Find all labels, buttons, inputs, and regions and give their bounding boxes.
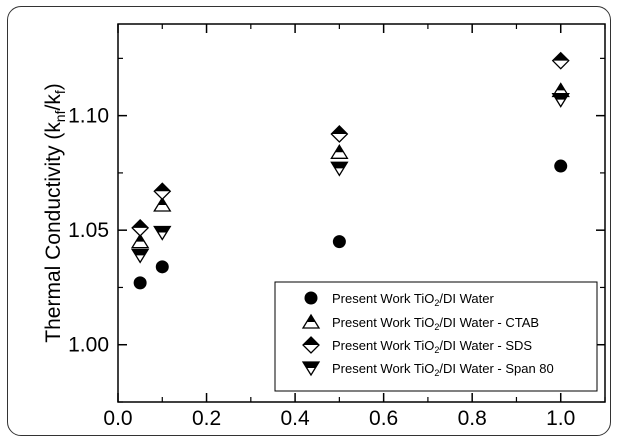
data-point-series-1 — [133, 276, 147, 290]
legend: Present Work TiO2/DI Water Present Work T… — [274, 281, 598, 392]
legend-label-1: Present Work TiO2/DI Water — [332, 291, 494, 308]
legend-marker-4 — [301, 361, 321, 377]
x-tick-label: 0.8 — [458, 407, 487, 428]
y-tick-label: 1.10 — [68, 105, 109, 128]
legend-label-2: Present Work TiO2/DI Water - CTAB — [332, 315, 539, 332]
data-point-series-2 — [130, 233, 150, 249]
data-point-series-4 — [130, 248, 150, 264]
x-tick-label: 0.6 — [369, 407, 398, 428]
x-tick-label: 0.0 — [103, 407, 132, 428]
y-tick-label: 1.00 — [68, 334, 109, 357]
data-point-series-4 — [551, 92, 570, 108]
y-axis-label: Thermal Conductivity (knf/kf) — [42, 83, 68, 342]
x-tick-label: 0.2 — [192, 407, 221, 428]
data-point-series-1 — [332, 235, 346, 249]
legend-box — [274, 281, 598, 392]
plot-area — [117, 23, 606, 403]
data-point-series-3 — [330, 125, 349, 143]
legend-label-3: Present Work TiO2/DI Water - SDS — [332, 338, 532, 355]
x-tick-label: 0.4 — [280, 407, 310, 428]
data-point-series-3 — [551, 51, 570, 70]
x-tick-label: 1.0 — [546, 407, 575, 428]
data-point-series-1 — [554, 159, 568, 173]
data-point-series-4 — [153, 225, 172, 241]
legend-label-4: Present Work TiO2/DI Water - Span 80 — [332, 361, 554, 378]
data-point-series-1 — [155, 260, 169, 274]
data-point-series-3 — [153, 182, 172, 201]
data-point-series-2 — [330, 144, 349, 159]
data-point-series-2 — [153, 196, 172, 212]
data-point-series-4 — [330, 161, 349, 177]
y-tick-label: 1.05 — [68, 219, 109, 242]
legend-marker-3 — [302, 336, 320, 354]
legend-marker-2 — [301, 313, 321, 329]
data-point-series-3 — [131, 218, 150, 237]
legend-marker-1 — [304, 291, 318, 305]
